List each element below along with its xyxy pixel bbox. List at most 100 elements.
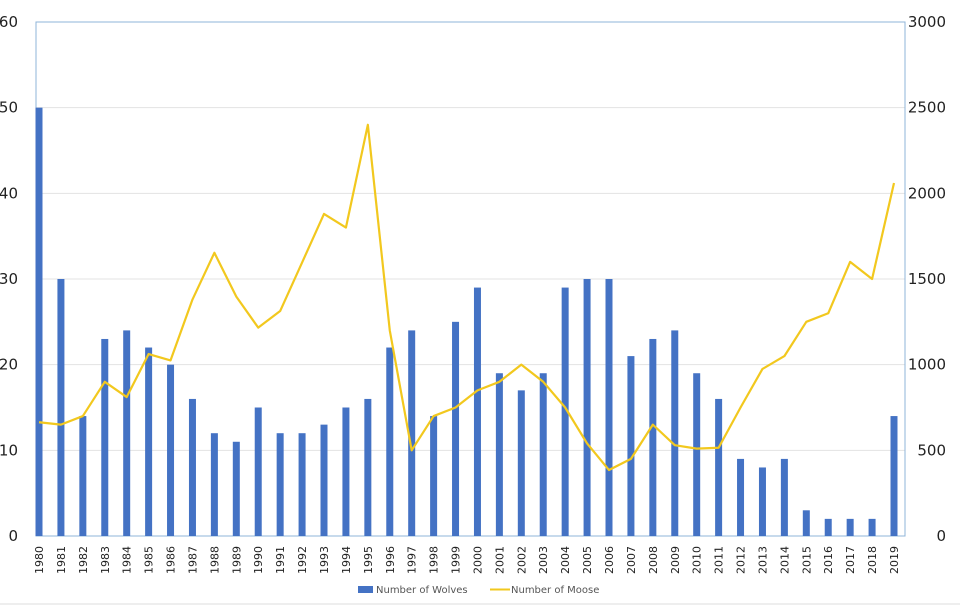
legend-wolves-swatch <box>358 586 373 593</box>
x-tick-label: 1993 <box>318 546 331 574</box>
bar-wolves-1982 <box>79 416 87 536</box>
x-tick-label: 2009 <box>669 546 682 574</box>
x-tick-label: 1998 <box>428 546 441 574</box>
x-tick-label: 2006 <box>603 546 616 574</box>
x-axis-ticks: 1980 1981 1982 1983 1984 1985 1986 1987 1988 1989… <box>33 546 901 574</box>
wolves-bars <box>35 107 898 537</box>
bar-wolves-1984 <box>123 330 131 536</box>
bar-wolves-1987 <box>188 398 196 536</box>
left-tick-label: 40 <box>0 184 18 202</box>
right-tick-label: 2500 <box>908 99 946 117</box>
bar-wolves-1999 <box>452 321 460 536</box>
bar-wolves-1995 <box>364 398 372 536</box>
right-tick-label: 3000 <box>908 13 946 31</box>
bar-wolves-1988 <box>210 433 218 536</box>
x-tick-label: 2004 <box>559 546 572 574</box>
right-tick-label: 500 <box>917 441 946 459</box>
bar-wolves-2012 <box>737 458 745 536</box>
bar-wolves-2013 <box>758 467 766 536</box>
bar-wolves-2002 <box>517 390 525 536</box>
moose-line <box>38 123 896 472</box>
x-tick-label: 1983 <box>99 546 112 574</box>
bar-wolves-1996 <box>386 347 394 536</box>
x-tick-label: 1992 <box>296 546 309 574</box>
right-tick-label: 0 <box>936 527 946 545</box>
left-axis-ticks: 0 10 20 30 40 50 60 <box>0 13 18 545</box>
bar-wolves-1989 <box>232 441 240 536</box>
bar-wolves-2006 <box>605 279 613 536</box>
x-tick-label: 1999 <box>450 546 463 574</box>
bar-wolves-2007 <box>627 356 635 536</box>
bar-wolves-2009 <box>671 330 679 536</box>
x-tick-label: 2003 <box>537 546 550 574</box>
x-tick-label: 1997 <box>406 546 419 574</box>
x-tick-label: 1987 <box>186 546 199 574</box>
bar-wolves-2000 <box>473 287 481 536</box>
x-tick-label: 2012 <box>735 546 748 574</box>
x-tick-label: 2011 <box>713 546 726 574</box>
bar-wolves-2005 <box>583 279 591 536</box>
bar-wolves-1983 <box>101 338 109 536</box>
left-tick-label: 60 <box>0 13 18 31</box>
x-tick-label: 1982 <box>77 546 90 574</box>
x-tick-label: 1991 <box>274 546 287 574</box>
x-tick-label: 1989 <box>230 546 243 574</box>
legend: Number of Wolves Number of Moose <box>358 585 599 596</box>
x-tick-label: 1996 <box>384 546 397 574</box>
x-tick-label: 1980 <box>33 546 46 574</box>
left-tick-label: 20 <box>0 356 18 374</box>
bar-wolves-1991 <box>276 433 284 536</box>
bar-wolves-2016 <box>824 518 832 536</box>
x-tick-label: 1981 <box>55 546 68 574</box>
x-tick-label: 2000 <box>471 546 484 574</box>
x-tick-label: 1988 <box>208 546 221 574</box>
bar-wolves-1986 <box>167 364 175 536</box>
legend-moose-label: Number of Moose <box>511 585 599 596</box>
x-tick-label: 2002 <box>515 546 528 574</box>
legend-wolves-label: Number of Wolves <box>376 585 468 596</box>
bar-wolves-1980 <box>35 107 43 537</box>
bar-wolves-1990 <box>254 407 262 536</box>
bar-wolves-1997 <box>408 330 416 536</box>
x-tick-label: 1984 <box>121 546 134 574</box>
right-tick-label: 1500 <box>908 270 946 288</box>
x-tick-label: 1986 <box>165 546 178 574</box>
bar-wolves-1992 <box>298 433 306 536</box>
right-axis-ticks: 0 500 1000 1500 2000 2500 3000 <box>908 13 946 545</box>
x-tick-label: 1994 <box>340 546 353 574</box>
bar-wolves-2008 <box>649 338 657 536</box>
x-tick-label: 1990 <box>252 546 265 574</box>
bar-wolves-2003 <box>539 373 547 536</box>
bar-wolves-2015 <box>802 510 810 536</box>
x-tick-label: 2007 <box>625 546 638 574</box>
x-tick-label: 2013 <box>756 546 769 574</box>
bar-wolves-2004 <box>561 287 569 536</box>
x-tick-label: 1985 <box>143 546 156 574</box>
bar-wolves-2010 <box>693 373 701 536</box>
bar-wolves-2017 <box>846 518 854 536</box>
x-tick-label: 2008 <box>647 546 660 574</box>
bar-wolves-2019 <box>890 416 898 536</box>
x-tick-label: 2014 <box>778 546 791 574</box>
right-tick-label: 2000 <box>908 184 946 202</box>
bar-wolves-2001 <box>495 373 503 536</box>
bar-wolves-2018 <box>868 518 876 536</box>
left-tick-label: 0 <box>8 527 18 545</box>
gridlines <box>36 107 905 451</box>
x-tick-label: 2015 <box>800 546 813 574</box>
bar-wolves-2011 <box>715 398 723 536</box>
x-tick-label: 2018 <box>866 546 879 574</box>
x-tick-label: 1995 <box>362 546 375 574</box>
bar-wolves-1994 <box>342 407 350 536</box>
bar-wolves-1981 <box>57 279 65 536</box>
left-tick-label: 10 <box>0 441 18 459</box>
bar-wolves-1993 <box>320 424 328 536</box>
x-tick-label: 2016 <box>822 546 835 574</box>
left-tick-label: 30 <box>0 270 18 288</box>
left-tick-label: 50 <box>0 99 18 117</box>
x-tick-label: 2005 <box>581 546 594 574</box>
x-tick-label: 2010 <box>691 546 704 574</box>
x-tick-label: 2001 <box>493 546 506 574</box>
x-tick-label: 2019 <box>888 546 901 574</box>
